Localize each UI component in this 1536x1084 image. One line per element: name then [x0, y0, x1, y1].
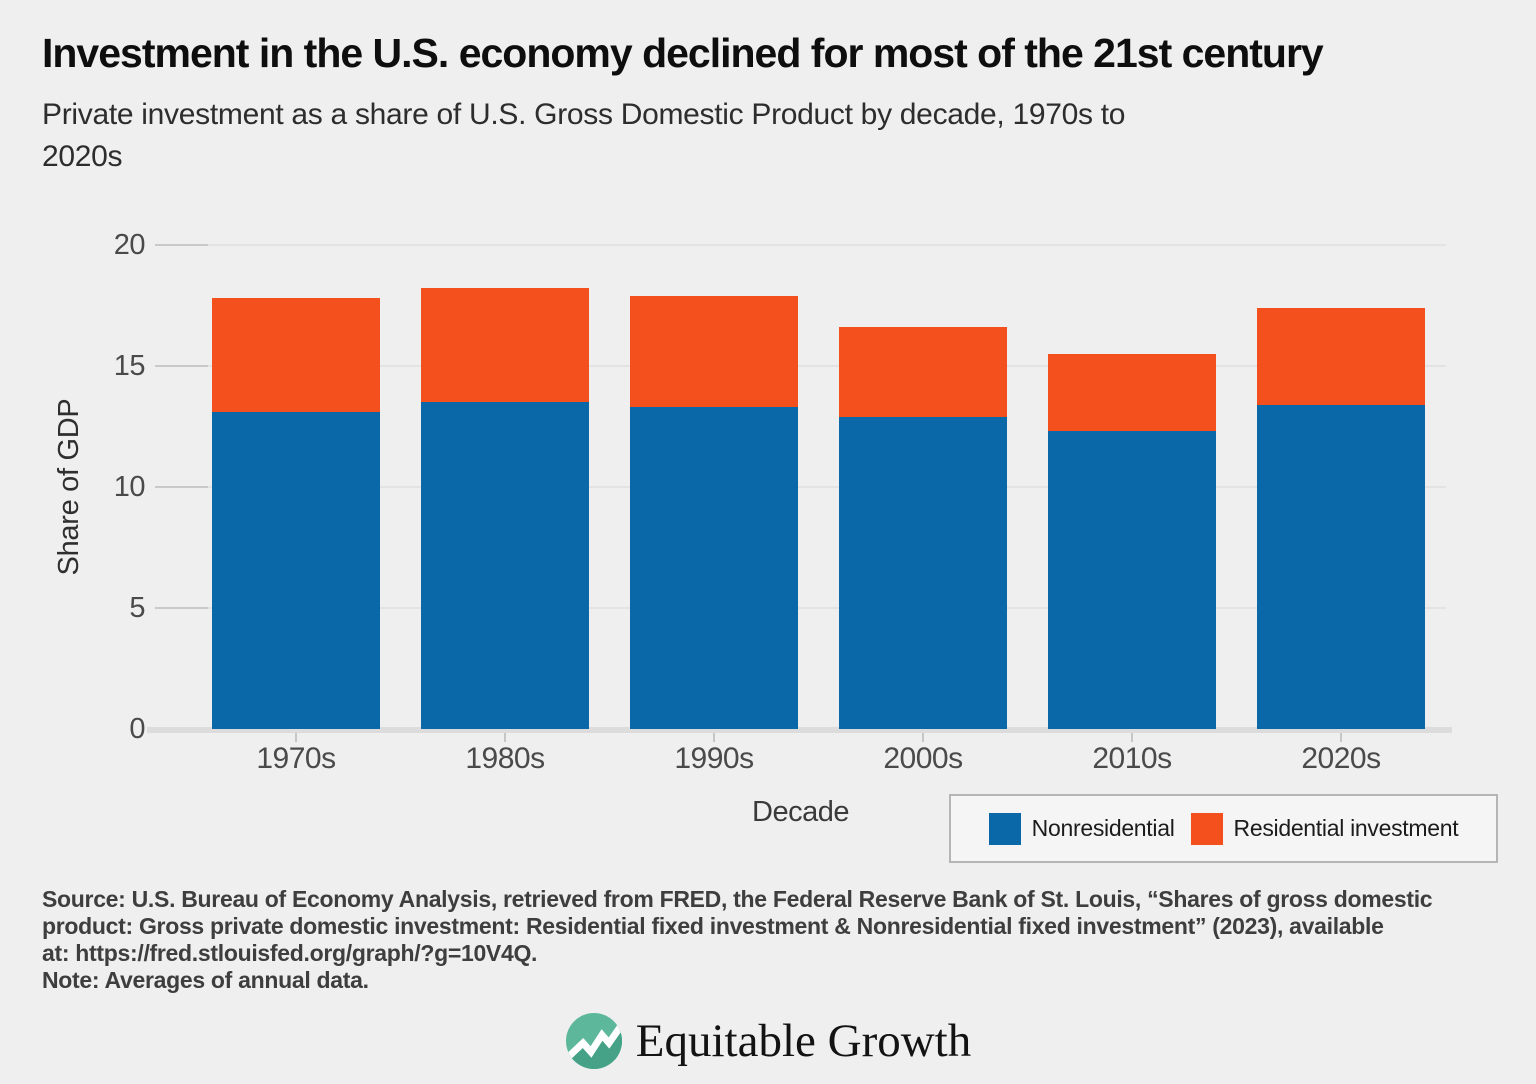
equitable-growth-logo: Equitable Growth [0, 1006, 1536, 1076]
source-text-line-2: product: Gross private domestic investme… [42, 913, 1384, 939]
x-tick-label-2000s: 2000s [883, 742, 963, 775]
gridline-y-20 [155, 244, 1446, 246]
x-tick-mark-1970s [295, 733, 297, 742]
source-text-line-3: at: https://fred.stlouisfed.org/graph/?g… [42, 940, 538, 966]
x-tick-label-1970s: 1970s [256, 742, 336, 775]
bar-segment-nonresidential-1980s [421, 402, 589, 729]
x-axis-line [147, 727, 1452, 733]
gridline-y-10 [155, 486, 1446, 488]
bar-segment-residential-1970s [212, 298, 380, 412]
x-tick-mark-2020s [1340, 733, 1342, 742]
legend-item-nonresidential: Nonresidential [988, 812, 1175, 845]
gridline-tick-stub-y-5 [155, 607, 208, 609]
bar-segment-residential-2010s [1048, 354, 1216, 431]
y-tick-label-20: 20 [113, 229, 146, 261]
logo-text: Equitable Growth [635, 1015, 972, 1067]
bar-segment-nonresidential-2010s [1048, 431, 1216, 729]
y-tick-label-10: 10 [113, 471, 146, 503]
legend-swatch-nonresidential [988, 812, 1021, 845]
bar-segment-nonresidential-2000s [839, 417, 1007, 729]
x-tick-mark-1990s [713, 733, 715, 742]
x-tick-label-2020s: 2020s [1301, 742, 1381, 775]
page-subtitle-line-2: 2020s [42, 140, 123, 173]
legend-label-residential: Residential investment [1233, 815, 1459, 841]
x-tick-label-1990s: 1990s [674, 742, 754, 775]
legend-item-residential: Residential investment [1190, 812, 1459, 845]
x-tick-mark-2000s [922, 733, 924, 742]
source-text-line-1: Source: U.S. Bureau of Economy Analysis,… [42, 886, 1433, 912]
area-line-chart-icon [565, 1013, 622, 1069]
note-text: Note: Averages of annual data. [42, 967, 369, 993]
x-tick-mark-2010s [1131, 733, 1133, 742]
x-tick-mark-1980s [504, 733, 506, 742]
y-tick-label-5: 5 [129, 592, 145, 624]
chart-legend: Nonresidential Residential investment [949, 794, 1498, 863]
page-title: Investment in the U.S. economy declined … [42, 30, 1324, 76]
page-subtitle: Private investment as a share of U.S. Gr… [42, 94, 1502, 178]
gridline-y-5 [155, 607, 1446, 609]
source-note-block: Source: U.S. Bureau of Economy Analysis,… [42, 886, 1492, 994]
bar-segment-residential-1980s [421, 288, 589, 402]
x-axis-title: Decade [752, 796, 849, 828]
x-tick-label-2010s: 2010s [1092, 742, 1172, 775]
bar-segment-residential-2020s [1257, 308, 1425, 405]
y-tick-label-15: 15 [113, 350, 146, 382]
gridline-tick-stub-y-20 [155, 244, 208, 246]
x-tick-label-1980s: 1980s [465, 742, 545, 775]
gridline-tick-stub-y-10 [155, 486, 208, 488]
y-tick-label-0: 0 [129, 713, 145, 745]
bar-segment-nonresidential-1970s [212, 412, 380, 729]
gridline-y-15 [155, 365, 1446, 367]
bar-segment-nonresidential-2020s [1257, 405, 1425, 729]
gridline-tick-stub-y-15 [155, 365, 208, 367]
legend-swatch-residential [1190, 812, 1223, 845]
page-subtitle-line-1: Private investment as a share of U.S. Gr… [42, 98, 1126, 131]
bar-segment-residential-1990s [630, 296, 798, 407]
bar-segment-nonresidential-1990s [630, 407, 798, 729]
legend-label-nonresidential: Nonresidential [1031, 815, 1175, 841]
bar-segment-residential-2000s [839, 327, 1007, 417]
